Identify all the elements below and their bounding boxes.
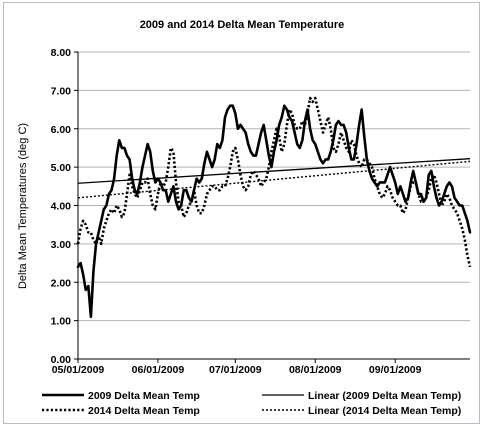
series-line-4: [77, 160, 471, 199]
y-tick-label: 8.00: [51, 47, 72, 59]
legend: 2009 Delta Mean Temp Linear (2009 Delta M…: [42, 390, 461, 417]
series-line-3: [77, 158, 471, 184]
y-axis-label: Delta Mean Temperatures (deg C): [17, 123, 29, 289]
y-tick-label: 6.00: [51, 124, 72, 136]
y-tick-label: 7.00: [51, 85, 72, 97]
x-tick-label: 09/01/2009: [369, 364, 422, 376]
y-tick-label: 4.00: [51, 201, 72, 213]
series-lines: [76, 96, 472, 319]
y-tick-label: 2.00: [51, 277, 72, 289]
legend-label: Linear (2014 Delta Mean Temp): [308, 405, 461, 417]
y-tick-label: 3.00: [51, 239, 72, 251]
x-tick-label: 05/01/2009: [52, 364, 105, 376]
chart-frame: [3, 2, 480, 424]
axes: 0.00 1.00 2.00 3.00 4.00 5.00 6.00 7.00 8.00 05/0…: [51, 47, 470, 376]
legend-label: 2009 Delta Mean Temp: [88, 390, 200, 402]
y-tick-label: 1.00: [51, 316, 72, 328]
legend-label: Linear (2009 Delta Mean Temp): [308, 390, 461, 402]
x-tick-label: 07/01/2009: [209, 364, 262, 376]
gridlines: [78, 51, 470, 360]
y-tick-label: 5.00: [51, 162, 72, 174]
series-line-1: [76, 104, 472, 319]
y-tick-label: 0.00: [51, 354, 72, 366]
chart-title: 2009 and 2014 Delta Mean Temperature: [140, 19, 345, 31]
x-tick-label: 06/01/2009: [132, 364, 185, 376]
x-tick-label: 08/01/2009: [289, 364, 342, 376]
legend-label: 2014 Delta Mean Temp: [88, 405, 200, 417]
